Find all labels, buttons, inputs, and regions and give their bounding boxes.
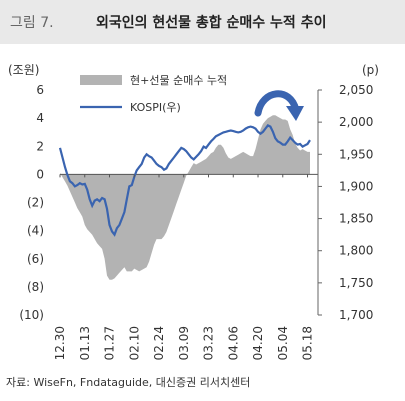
x-tick-label: 01.27 xyxy=(103,326,117,360)
right-tick-label: 1,950 xyxy=(339,147,373,161)
x-tick-label: 04.20 xyxy=(251,326,265,360)
left-tick-label: 4 xyxy=(36,111,44,125)
x-tick-label: 02.10 xyxy=(127,326,141,360)
left-tick-label: (6) xyxy=(27,252,44,266)
right-tick-label: 1,850 xyxy=(339,212,373,226)
right-tick-label: 2,050 xyxy=(339,83,373,97)
left-axis-unit: (조원) xyxy=(8,63,39,77)
arrow-head-icon xyxy=(286,106,304,121)
legend: 현+선물 순매수 누적 KOSPI(우) xyxy=(80,74,227,114)
left-tick-label: 6 xyxy=(36,83,44,97)
right-tick-label: 1,800 xyxy=(339,244,373,258)
x-tick-label: 01.13 xyxy=(78,326,92,360)
right-axis-unit: (p) xyxy=(362,63,379,77)
left-tick-label: (4) xyxy=(27,224,44,238)
x-tick-label: 05.18 xyxy=(301,326,315,360)
left-tick-label: 2 xyxy=(36,139,44,153)
x-tick-label: 04.06 xyxy=(226,326,240,360)
curved-arrow-icon xyxy=(254,90,300,117)
right-tick-label: 1,700 xyxy=(339,308,373,322)
x-tick-label: 03.09 xyxy=(177,326,191,360)
legend-area-swatch xyxy=(80,75,122,85)
legend-area-label: 현+선물 순매수 누적 xyxy=(130,74,227,87)
x-tick-label: 03.23 xyxy=(202,326,216,360)
x-axis-ticks: 12.30 01.13 01.27 02.10 02.24 03.09 03.23 04.06… xyxy=(53,174,315,360)
figure-title: 외국인의 현선물 총합 순매수 누적 추이 xyxy=(96,15,327,31)
left-tick-label: (8) xyxy=(27,280,44,294)
left-tick-label: (10) xyxy=(19,308,44,322)
x-tick-label: 05.04 xyxy=(276,326,290,360)
figure-number: 그림 7. xyxy=(10,15,54,31)
line-series-kospi xyxy=(58,124,311,237)
right-tick-label: 1,900 xyxy=(339,179,373,193)
left-axis-ticks: 6 4 2 0 (2) (4) (6) (8) (10) xyxy=(19,83,44,322)
source-note: 자료: WiseFn, Fndataguide, 대신증권 리서치센터 xyxy=(6,376,251,389)
x-tick-label: 12.30 xyxy=(53,326,67,360)
left-tick-label: (2) xyxy=(27,196,44,210)
right-tick-label: 2,000 xyxy=(339,115,373,129)
figure-header xyxy=(0,0,405,44)
right-axis-ticks: 2,050 2,000 1,950 1,900 1,850 1,800 1,750 1,700 xyxy=(318,83,373,322)
legend-line-label: KOSPI(우) xyxy=(130,101,181,114)
left-tick-label: 0 xyxy=(36,167,44,181)
right-tick-label: 1,750 xyxy=(339,276,373,290)
area-series-netbuy xyxy=(60,115,310,280)
x-tick-label: 02.24 xyxy=(152,326,166,360)
